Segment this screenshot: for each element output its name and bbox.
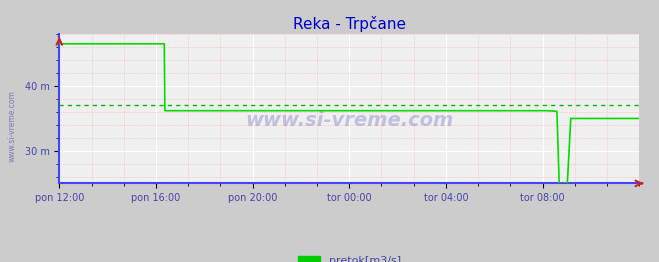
Text: www.si-vreme.com: www.si-vreme.com bbox=[8, 90, 17, 162]
Title: Reka - Trpčane: Reka - Trpčane bbox=[293, 15, 406, 31]
Legend: pretok[m3/s]: pretok[m3/s] bbox=[293, 252, 405, 262]
Text: www.si-vreme.com: www.si-vreme.com bbox=[245, 111, 453, 130]
